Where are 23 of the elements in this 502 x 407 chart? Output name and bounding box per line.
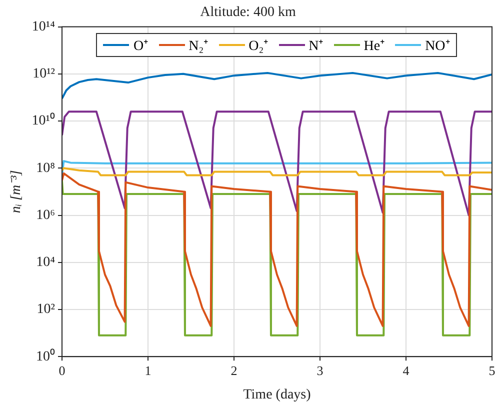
legend-label: O₂⁺ (248, 38, 269, 55)
x-tick-label: 2 (230, 362, 238, 378)
x-axis-title: Time (days) (243, 387, 312, 402)
legend-label: N₂⁺ (188, 38, 209, 55)
y-tick-label: 10² (36, 302, 55, 318)
chart-title: Altitude: 400 km (200, 5, 296, 20)
legend-label: O⁺ (133, 38, 149, 55)
legend-label: NO⁺ (425, 38, 450, 55)
x-tick-label: 3 (316, 362, 324, 378)
y-tick-label: 10¹² (32, 66, 55, 82)
y-tick-label: 10¹⁴ (32, 19, 56, 34)
y-tick-label: 10¹⁰ (32, 112, 55, 129)
y-axis-title: nᵢ [m⁻³] (9, 170, 24, 214)
y-tick-label: 10⁴ (36, 255, 56, 270)
x-tick-label: 4 (402, 362, 410, 378)
legend-label: He⁺ (364, 38, 386, 55)
legend-label: N⁺ (308, 38, 324, 55)
y-tick-label: 10⁸ (36, 160, 56, 176)
y-tick-label: 10⁰ (36, 348, 55, 364)
y-tick-label: 10⁶ (36, 208, 56, 223)
x-tick-label: 0 (58, 362, 66, 378)
x-tick-label: 5 (488, 362, 496, 378)
x-tick-label: 1 (144, 362, 152, 378)
